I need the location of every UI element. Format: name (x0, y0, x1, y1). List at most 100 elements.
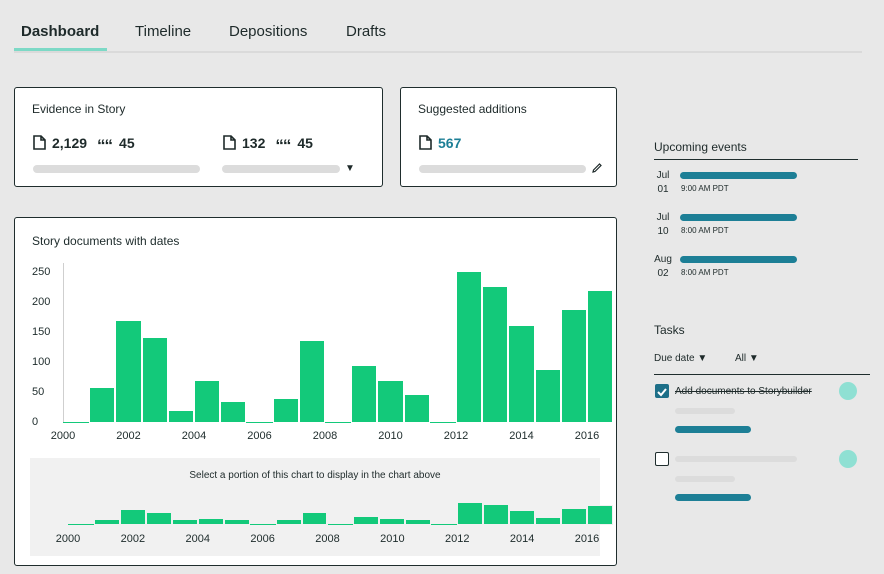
overview-x-tick-label: 2000 (55, 533, 81, 545)
suggested-count-link[interactable]: 567 (419, 135, 461, 151)
document-icon (33, 135, 46, 150)
chart-bar[interactable] (298, 340, 325, 423)
evidence-card-title: Evidence in Story (32, 102, 126, 116)
task-checkbox[interactable] (655, 452, 669, 466)
overview-x-tick-label: 2006 (250, 533, 275, 545)
overview-bar (197, 518, 224, 525)
quotes-count: 45 (119, 135, 135, 151)
tab-drafts[interactable]: Drafts (346, 23, 387, 40)
overview-bar (249, 524, 276, 525)
task-checkbox[interactable] (655, 384, 669, 398)
quote-icon: ““ (97, 136, 113, 155)
chart-bar[interactable] (115, 319, 142, 423)
due-date-filter-label: Due date (654, 353, 695, 364)
chart-bar[interactable] (508, 325, 535, 423)
chart-bar[interactable] (429, 422, 456, 423)
y-axis-line (63, 263, 64, 423)
chart-bar[interactable] (63, 422, 90, 423)
chart-bar[interactable] (167, 410, 194, 423)
overview-bar (431, 524, 458, 525)
y-tick-label: 200 (32, 296, 51, 308)
placeholder-bar (675, 476, 735, 482)
x-tick-label: 2014 (509, 430, 534, 442)
upcoming-events-title: Upcoming events (654, 140, 747, 154)
suggested-count: 567 (438, 135, 462, 151)
event-month: Jul (656, 170, 670, 181)
y-tick-label: 100 (32, 356, 51, 368)
event-title-bar (680, 214, 797, 221)
chart-bar[interactable] (377, 380, 404, 423)
chart-bar[interactable] (403, 393, 430, 423)
all-filter-label: All (735, 353, 747, 364)
event-day: 10 (657, 226, 669, 237)
task-label: Add documents to Storybuilder (675, 386, 812, 397)
document-icon (419, 135, 432, 150)
suggested-additions-card: Suggested additions 567 (400, 87, 617, 187)
tab-timeline[interactable]: Timeline (135, 23, 192, 40)
chevron-down-icon: ▼ (748, 353, 759, 364)
overview-bar (145, 511, 172, 525)
overview-bar (353, 516, 380, 525)
x-tick-label: 2006 (247, 430, 272, 442)
event-day: 02 (657, 268, 669, 279)
quote-icon: ““ (275, 136, 291, 155)
assignee-avatar[interactable] (839, 382, 857, 400)
active-tab-indicator (14, 48, 107, 51)
overview-bar (535, 516, 562, 525)
overview-x-tick-label: 2002 (120, 533, 146, 545)
overview-bar (301, 512, 328, 525)
task-tag-bar (675, 426, 751, 433)
placeholder-bar (33, 165, 200, 173)
chart-bar[interactable] (141, 336, 168, 423)
overview-x-tick-label: 2008 (315, 533, 340, 545)
x-tick-label: 2004 (181, 430, 207, 442)
chart-bar[interactable] (534, 369, 561, 423)
event-time: 8:00 AM PDT (681, 268, 729, 277)
event-title-bar (680, 256, 797, 263)
chart-bar[interactable] (272, 397, 299, 423)
x-tick-label: 2008 (312, 430, 338, 442)
y-tick-label: 250 (32, 266, 51, 278)
assignee-avatar[interactable] (839, 450, 857, 468)
expand-caret-icon[interactable]: ▼ (345, 163, 355, 174)
chart-bar[interactable] (220, 400, 247, 423)
tab-bar: Dashboard Timeline Depositions Drafts (14, 0, 862, 53)
chart-bar[interactable] (194, 380, 221, 423)
overview-x-tick-label: 2016 (574, 533, 600, 545)
chart-bar[interactable] (560, 309, 587, 423)
section-divider (654, 159, 858, 160)
overview-bar (93, 519, 120, 525)
tasks-title: Tasks (654, 323, 685, 337)
chart-bar[interactable] (456, 271, 483, 423)
overview-x-tick-label: 2010 (380, 533, 405, 545)
chart-bar[interactable] (246, 422, 273, 423)
all-filter[interactable]: All ▼ (735, 353, 759, 364)
overview-bar (561, 507, 587, 525)
section-divider (654, 374, 870, 375)
evidence-stats-left: 2,129 ““ 45 (33, 135, 135, 156)
chart-title: Story documents with dates (32, 234, 180, 248)
overview-bar (223, 519, 250, 525)
chart-bar[interactable] (89, 387, 116, 423)
chart-bar[interactable] (325, 422, 352, 423)
tab-depositions[interactable]: Depositions (229, 23, 308, 40)
due-date-filter[interactable]: Due date ▼ (654, 353, 707, 364)
tab-dashboard[interactable]: Dashboard (21, 23, 100, 40)
suggested-card-title: Suggested additions (418, 102, 527, 116)
chart-bar[interactable] (482, 286, 509, 423)
placeholder-bar (419, 165, 586, 173)
chevron-down-icon: ▼ (697, 353, 708, 364)
overview-bar (483, 504, 510, 525)
event-time: 8:00 AM PDT (681, 226, 729, 235)
x-tick-label: 2016 (574, 430, 600, 442)
chart-bar[interactable] (351, 364, 378, 423)
chart-bar[interactable] (587, 290, 614, 423)
overview-chart[interactable]: Select a portion of this chart to displa… (30, 458, 613, 556)
event-day: 01 (657, 184, 669, 195)
pencil-icon[interactable] (591, 162, 603, 174)
placeholder-bar (675, 456, 797, 462)
x-tick-label: 2012 (443, 430, 469, 442)
overview-bar (379, 518, 406, 525)
overview-x-tick-label: 2012 (445, 533, 470, 545)
checkmark-icon (657, 388, 667, 397)
